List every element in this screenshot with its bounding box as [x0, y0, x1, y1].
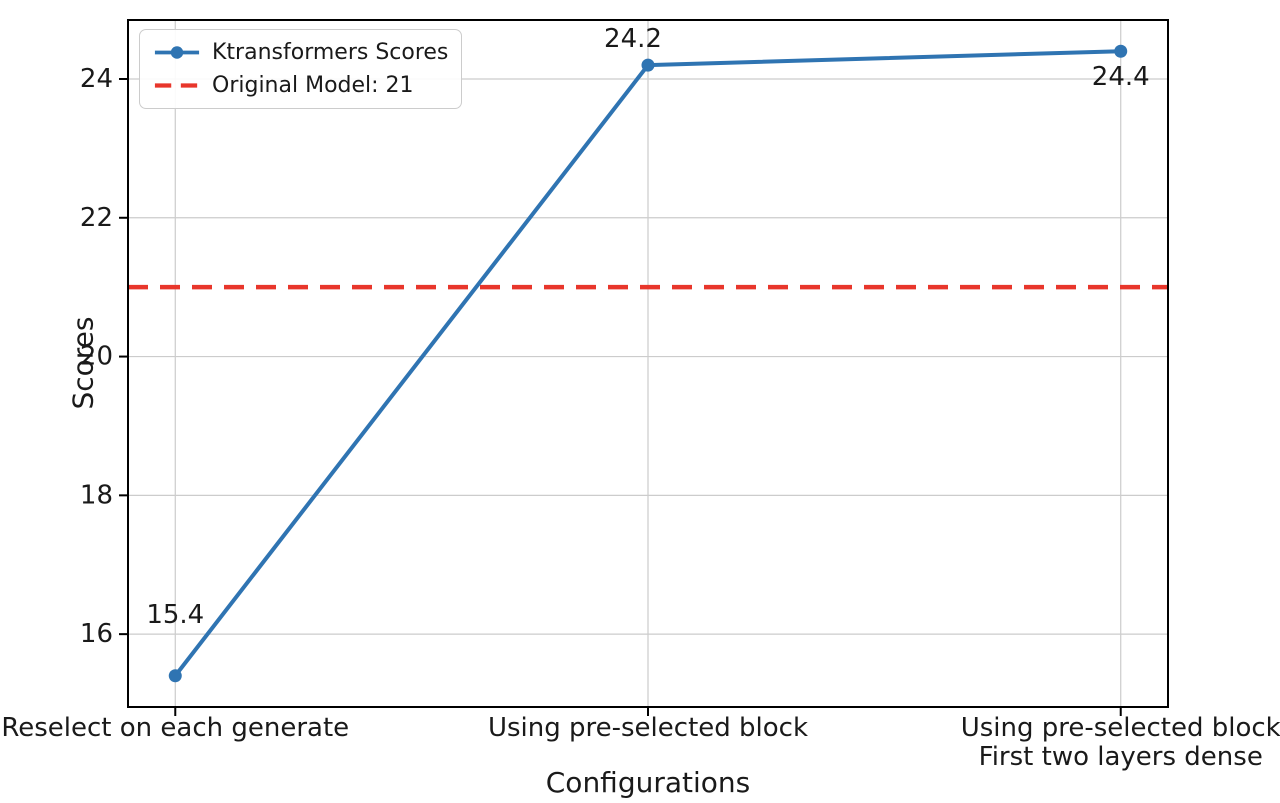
y-tick-label: 24 — [80, 64, 113, 94]
legend-dashed-line-icon — [154, 83, 200, 88]
data-point-value-label: 24.4 — [1092, 62, 1150, 92]
data-point-marker — [168, 669, 182, 683]
legend-series-label: Ktransformers Scores — [212, 40, 449, 65]
y-tick-label: 16 — [80, 619, 113, 649]
data-point-marker — [1114, 44, 1128, 58]
y-axis-label: Scores — [66, 316, 100, 410]
x-tick-label: Using pre-selected block — [488, 713, 808, 743]
x-axis-label: Configurations — [545, 766, 751, 799]
data-point-value-label: 24.2 — [604, 24, 662, 54]
x-tick-label: Reselect on each generate — [1, 713, 349, 743]
data-point-marker — [641, 58, 655, 72]
data-point-value-label: 15.4 — [146, 600, 204, 630]
y-tick-label: 20 — [80, 342, 113, 372]
legend-line-marker-icon — [154, 46, 200, 59]
x-tick-label: Using pre-selected block First two layers… — [961, 713, 1280, 772]
legend-refline-label: Original Model: 21 — [212, 73, 414, 98]
legend-item-refline: Original Model: 21 — [153, 71, 448, 100]
y-tick-label: 18 — [80, 480, 113, 510]
legend-item-series: Ktransformers Scores — [153, 38, 448, 67]
legend: Ktransformers Scores Original Model: 21 — [139, 29, 463, 109]
y-tick-label: 22 — [80, 203, 113, 233]
